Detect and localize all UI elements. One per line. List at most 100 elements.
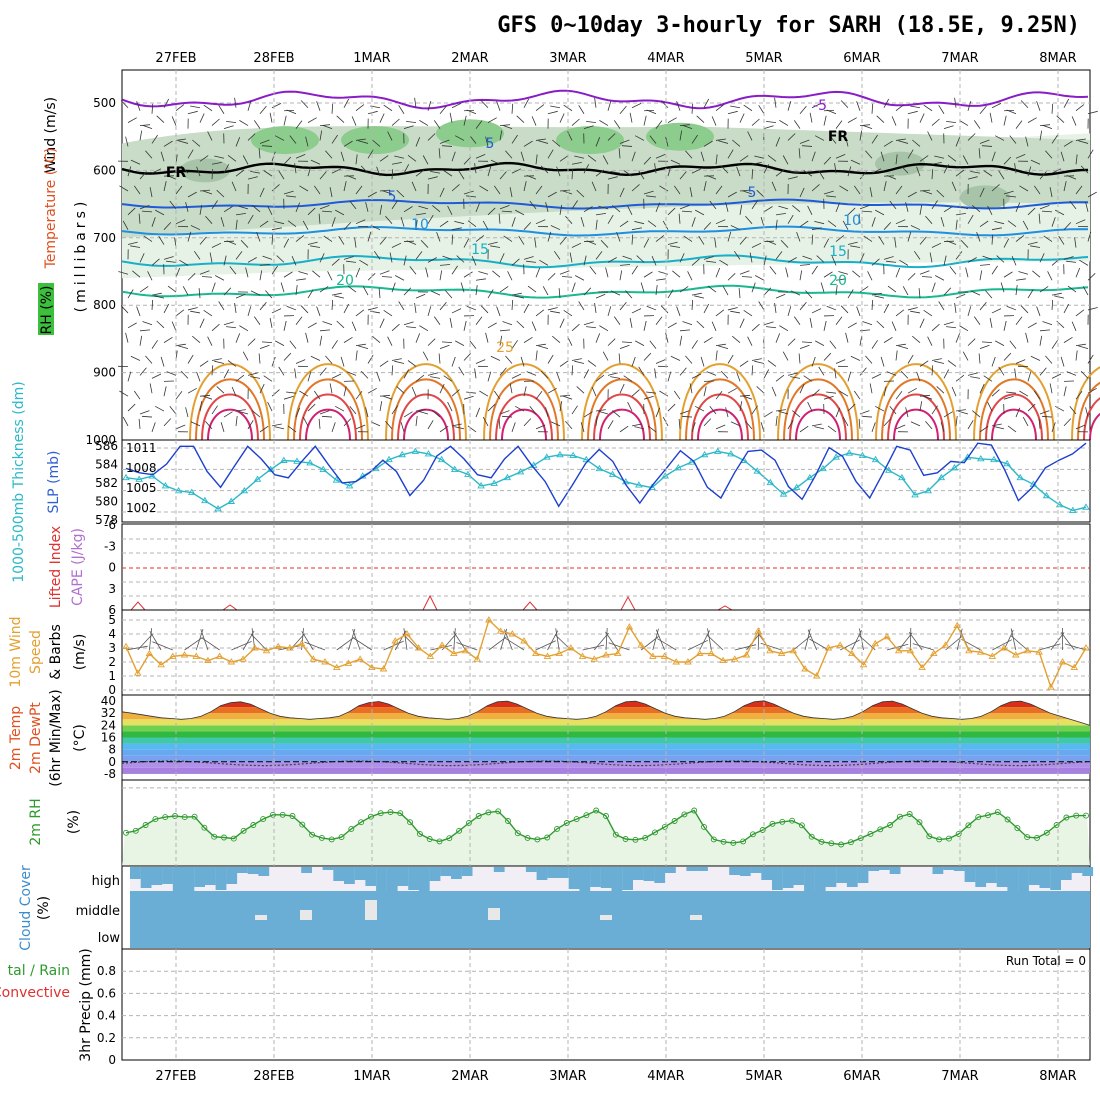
wind-barb <box>569 252 573 263</box>
wind-barb <box>627 401 633 412</box>
wind-barb <box>130 159 141 165</box>
wind-barb <box>715 219 726 225</box>
cloud-high-bar <box>590 867 601 887</box>
dewpoint-line <box>121 760 1088 767</box>
wind-barb <box>505 150 513 159</box>
temp2m-units: (°C) <box>72 724 88 752</box>
wind-barb <box>425 267 429 278</box>
thickness-line-marker <box>924 486 932 494</box>
temp2m-label2: 2m DewPt <box>28 702 44 774</box>
thickness-line-marker <box>1082 503 1090 510</box>
cloud-high-bar <box>429 867 441 881</box>
wind-barb <box>619 139 630 144</box>
wind10-line-marker <box>918 663 926 671</box>
wind-barb <box>493 390 501 400</box>
wind-barb <box>707 285 717 293</box>
wind10-barb <box>908 631 923 651</box>
wind-barb <box>319 410 330 415</box>
wind-barb <box>798 353 801 364</box>
wind-barb <box>427 338 436 346</box>
thickness-line-marker <box>148 472 157 479</box>
rh-fill-high <box>341 126 409 155</box>
wind-barb <box>545 202 549 212</box>
wind-barb <box>1039 335 1043 346</box>
precip-tick: 0 <box>108 1053 116 1067</box>
wind-barb <box>202 395 213 400</box>
wind-barb <box>578 301 585 311</box>
wind-barb <box>475 235 485 242</box>
wind-barb <box>763 369 770 379</box>
cloud-high-bar <box>697 867 708 871</box>
wind-barb <box>703 181 707 192</box>
wind-barb <box>949 266 957 275</box>
pressure-tick: 800 <box>93 298 116 312</box>
wind-barb <box>547 273 556 281</box>
wind-barb <box>676 306 681 317</box>
wind-barb <box>499 205 510 210</box>
wind-barb <box>379 236 387 245</box>
wind-barb <box>659 185 669 192</box>
wind-barb <box>190 225 201 231</box>
cloud-high-bar <box>1060 867 1072 880</box>
wind-barb <box>561 276 573 278</box>
wind-barb <box>763 255 767 266</box>
date-label-bottom: 8MAR <box>1039 1069 1076 1084</box>
wind-barb <box>163 140 173 147</box>
wind-barb <box>403 321 414 326</box>
wind-barb <box>811 184 820 192</box>
cloud-high-bar <box>1018 867 1029 891</box>
wind-barb <box>187 354 194 364</box>
wind-barb <box>978 353 981 364</box>
wind-barb <box>175 104 185 112</box>
wind-barb <box>1051 134 1058 144</box>
wind-barb <box>406 326 417 329</box>
wind-barb <box>286 109 297 115</box>
wind-barb <box>623 170 633 177</box>
wind-barb <box>634 426 645 430</box>
wind-barb <box>436 231 441 242</box>
wind-barb <box>875 405 885 412</box>
wind-barb <box>482 220 489 230</box>
wind-barb <box>331 292 342 296</box>
wind-barb <box>351 321 357 331</box>
wind-barb <box>638 170 645 180</box>
wind10-barb <box>149 628 153 651</box>
wind-barb <box>907 387 917 394</box>
wind-barb <box>706 260 717 263</box>
contour-surface-arch <box>483 363 565 441</box>
wind-barb <box>563 309 573 317</box>
wind-barb <box>575 275 585 281</box>
wind10-barb <box>898 632 913 651</box>
wind-barb <box>842 220 849 230</box>
wind-barb <box>211 323 220 332</box>
wind-barb <box>894 237 897 248</box>
wind-barb <box>807 401 813 412</box>
wind-barb <box>820 282 825 293</box>
wind-barb <box>962 351 969 361</box>
wind-barb <box>738 288 741 299</box>
wind-barb <box>965 267 969 278</box>
li-bump <box>522 601 538 611</box>
wind-barb <box>616 231 621 242</box>
wind-barb <box>503 235 513 242</box>
wind-barb <box>883 256 894 260</box>
wind-barb <box>955 293 966 299</box>
wind-barb <box>147 271 153 281</box>
wind10-line-marker <box>883 632 891 640</box>
wind10-barb <box>231 641 252 651</box>
wind-barb <box>343 386 347 397</box>
wind-barb <box>643 115 647 126</box>
wind-barb <box>307 207 316 216</box>
wind-barb <box>294 368 297 379</box>
wind-barb <box>349 200 357 210</box>
wind-barb <box>355 185 363 195</box>
wind-barb <box>793 120 801 129</box>
wind10-line-marker <box>309 655 318 662</box>
wind-barb <box>1000 282 1005 293</box>
contour-surface-arch <box>201 393 259 441</box>
pressure-tick: 500 <box>93 96 116 110</box>
wind-barb <box>367 191 377 198</box>
wind-barb <box>166 371 177 376</box>
wind-barb <box>515 405 525 412</box>
wind-barb <box>496 306 501 317</box>
